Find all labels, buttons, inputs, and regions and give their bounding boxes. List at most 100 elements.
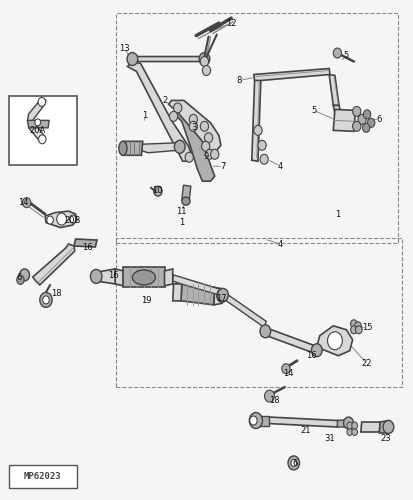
Text: 1: 1	[179, 218, 185, 227]
Bar	[116, 238, 402, 387]
Ellipse shape	[282, 364, 290, 374]
Text: 11: 11	[176, 206, 187, 216]
Text: 23: 23	[380, 434, 391, 443]
Text: 16: 16	[306, 351, 317, 360]
Ellipse shape	[173, 103, 182, 113]
Polygon shape	[33, 244, 75, 285]
Bar	[9, 96, 77, 165]
Ellipse shape	[43, 296, 49, 304]
Text: 31: 31	[325, 434, 335, 443]
Polygon shape	[222, 292, 266, 328]
Ellipse shape	[368, 118, 375, 128]
Ellipse shape	[347, 428, 353, 436]
Ellipse shape	[200, 56, 209, 66]
Text: 21: 21	[300, 426, 311, 435]
Ellipse shape	[133, 270, 155, 285]
Polygon shape	[264, 328, 318, 353]
Bar	[9, 466, 77, 488]
Polygon shape	[268, 417, 338, 427]
Text: 9: 9	[204, 152, 209, 161]
Ellipse shape	[127, 52, 138, 66]
Text: 5: 5	[311, 106, 316, 115]
Ellipse shape	[363, 110, 371, 119]
Ellipse shape	[202, 66, 211, 76]
Text: 1: 1	[142, 111, 147, 120]
Text: 1: 1	[336, 210, 341, 218]
Ellipse shape	[288, 456, 299, 470]
Ellipse shape	[355, 322, 361, 330]
Ellipse shape	[154, 186, 162, 196]
Polygon shape	[45, 211, 77, 228]
Ellipse shape	[189, 122, 197, 132]
Ellipse shape	[47, 216, 53, 224]
Polygon shape	[95, 269, 115, 284]
Polygon shape	[258, 416, 269, 426]
Polygon shape	[214, 288, 223, 305]
Ellipse shape	[258, 140, 266, 150]
Polygon shape	[115, 269, 123, 286]
Ellipse shape	[69, 215, 76, 223]
Polygon shape	[329, 74, 339, 106]
Ellipse shape	[250, 416, 257, 425]
Ellipse shape	[174, 140, 185, 153]
Polygon shape	[182, 185, 191, 201]
Ellipse shape	[351, 326, 357, 334]
Polygon shape	[122, 142, 143, 156]
Polygon shape	[128, 56, 206, 62]
Ellipse shape	[363, 124, 370, 132]
Ellipse shape	[383, 420, 394, 434]
Text: 7: 7	[220, 162, 225, 170]
Polygon shape	[27, 98, 46, 122]
Polygon shape	[169, 100, 221, 153]
Ellipse shape	[217, 290, 228, 302]
Text: 18: 18	[269, 396, 280, 405]
Ellipse shape	[351, 320, 357, 328]
Text: 20A: 20A	[30, 126, 46, 135]
Ellipse shape	[291, 460, 297, 466]
Ellipse shape	[204, 133, 213, 143]
Polygon shape	[123, 268, 164, 287]
Text: 6: 6	[377, 115, 382, 124]
Polygon shape	[181, 284, 215, 305]
Polygon shape	[28, 122, 44, 142]
Polygon shape	[173, 284, 182, 301]
Ellipse shape	[333, 48, 342, 58]
Text: 22: 22	[362, 359, 372, 368]
Polygon shape	[74, 239, 97, 247]
Polygon shape	[254, 68, 330, 80]
Ellipse shape	[347, 422, 353, 429]
Ellipse shape	[189, 114, 197, 124]
Ellipse shape	[311, 344, 322, 356]
Ellipse shape	[17, 276, 24, 284]
Ellipse shape	[169, 112, 178, 122]
Text: 4: 4	[278, 162, 283, 170]
Ellipse shape	[38, 135, 46, 144]
Ellipse shape	[119, 142, 127, 156]
Text: 10: 10	[152, 186, 162, 194]
Text: 8: 8	[237, 76, 242, 85]
Text: 13: 13	[119, 44, 130, 52]
Text: 19: 19	[142, 296, 152, 306]
Ellipse shape	[182, 197, 190, 205]
Text: 2: 2	[163, 96, 168, 105]
Text: 3: 3	[192, 124, 197, 132]
Text: 6: 6	[292, 459, 298, 468]
Text: 4: 4	[278, 240, 283, 248]
Ellipse shape	[353, 106, 361, 117]
Polygon shape	[27, 120, 49, 128]
Ellipse shape	[200, 122, 209, 132]
Text: 14: 14	[18, 198, 28, 207]
Polygon shape	[252, 80, 261, 161]
Text: 16: 16	[82, 243, 93, 252]
Ellipse shape	[356, 326, 362, 334]
Polygon shape	[140, 143, 178, 153]
Text: 6: 6	[17, 273, 22, 282]
Text: 12: 12	[226, 18, 237, 28]
Ellipse shape	[20, 269, 29, 281]
Polygon shape	[318, 326, 353, 356]
Ellipse shape	[249, 412, 263, 428]
Polygon shape	[380, 420, 389, 433]
Polygon shape	[173, 275, 222, 296]
Ellipse shape	[260, 325, 271, 338]
Polygon shape	[333, 110, 356, 132]
